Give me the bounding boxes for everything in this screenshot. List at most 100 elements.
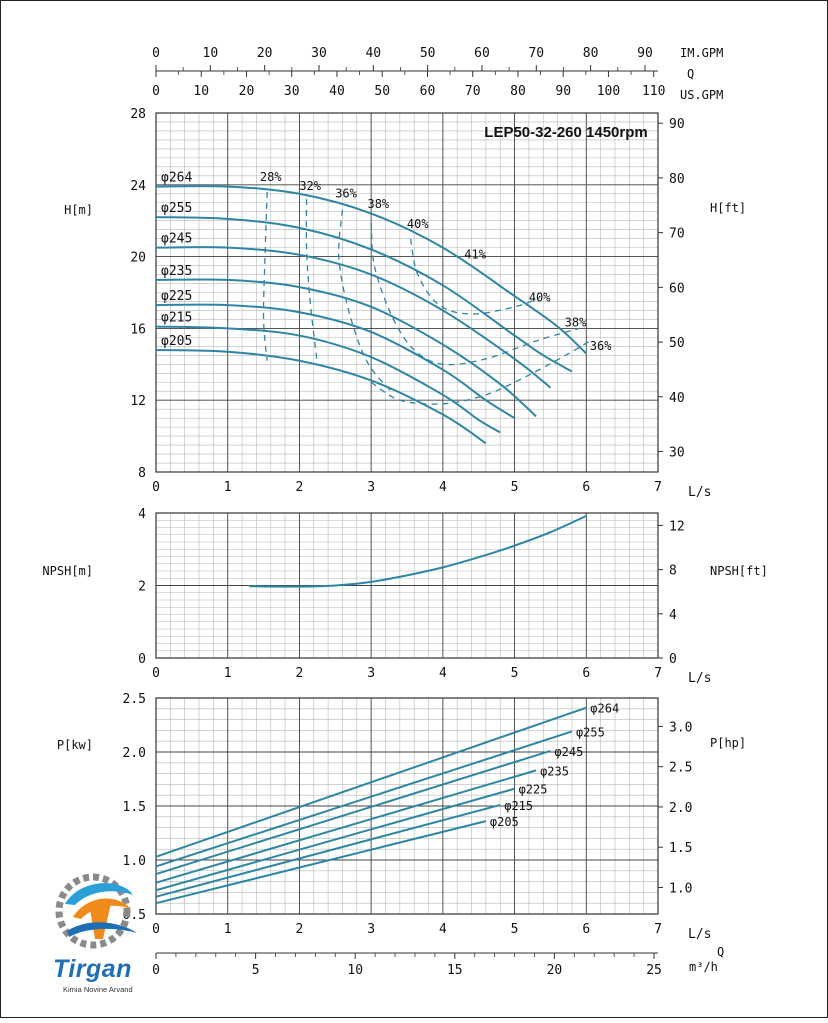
x-tick-label: 5 — [511, 480, 519, 495]
im-gpm-tick-label: 10 — [203, 46, 219, 61]
y-right-tick-label: 80 — [669, 172, 685, 187]
x-tick-label: 7 — [654, 922, 662, 937]
efficiency-line — [370, 340, 591, 405]
us-gpm-tick-label: 20 — [239, 84, 255, 99]
us-gpm-tick-label: 50 — [374, 84, 390, 99]
q-label: Q — [687, 67, 694, 81]
m3h-tick-label: 5 — [252, 963, 260, 978]
panel-frame — [155, 112, 659, 473]
impeller-label: φ225 — [519, 783, 548, 797]
y-tick-label: 2.5 — [123, 692, 146, 707]
m3h-tick-label: 0 — [152, 963, 160, 978]
logo-subtitle: Kimia Novine Arvand — [63, 985, 133, 994]
x-tick-label: 5 — [511, 666, 519, 681]
y-right-tick-label: 4 — [669, 608, 677, 623]
impeller-label: φ255 — [161, 201, 192, 216]
impeller-label: φ205 — [490, 815, 519, 829]
x-tick-label: 7 — [654, 666, 662, 681]
y-right-tick-label: 70 — [669, 227, 685, 242]
head-curve — [155, 216, 573, 373]
y-tick-label: 8 — [138, 466, 146, 481]
y-right-tick-label: 60 — [669, 281, 685, 296]
m3h-tick-label: 25 — [646, 963, 662, 978]
impeller-label: φ235 — [540, 764, 569, 778]
x-tick-label: 1 — [224, 922, 232, 937]
impeller-label: φ235 — [161, 264, 192, 279]
y-axis-label: P[kw] — [57, 738, 93, 752]
x-tick-label: 2 — [296, 922, 304, 937]
im-gpm-tick-label: 20 — [257, 46, 273, 61]
x-tick-label: 6 — [582, 922, 590, 937]
efficiency-label: 36% — [590, 339, 612, 353]
y-tick-label: 20 — [130, 251, 146, 266]
us-gpm-tick-label: 80 — [510, 84, 526, 99]
efficiency-label: 36% — [335, 186, 357, 200]
impeller-label: φ215 — [504, 799, 533, 813]
impeller-label: φ245 — [554, 745, 583, 759]
y-tick-label: 0 — [138, 652, 146, 667]
efficiency-line — [305, 199, 319, 365]
efficiency-line — [262, 191, 268, 361]
x-tick-label: 0 — [152, 480, 160, 495]
y-right-tick-label: 1.5 — [669, 841, 692, 856]
us-gpm-tick-label: 40 — [329, 84, 345, 99]
x-axis-label: L/s — [688, 485, 711, 500]
y-right-axis-label: P[hp] — [710, 736, 746, 750]
impeller-label: φ215 — [161, 311, 192, 326]
y-right-tick-label: 0 — [669, 652, 677, 667]
x-axis-label: L/s — [688, 927, 711, 942]
y-right-axis-label: H[ft] — [710, 201, 746, 215]
impeller-label: φ225 — [161, 289, 192, 304]
q-label: Q — [717, 945, 724, 959]
x-tick-label: 2 — [296, 666, 304, 681]
impeller-label: φ205 — [161, 334, 192, 349]
efficiency-label: 41% — [464, 247, 486, 261]
us-gpm-tick-label: 110 — [642, 84, 665, 99]
y-right-tick-label: 8 — [669, 564, 677, 579]
us-gpm-tick-label: 70 — [465, 84, 481, 99]
y-right-tick-label: 30 — [669, 445, 685, 460]
us-gpm-unit: US.GPM — [680, 88, 723, 102]
us-gpm-tick-label: 30 — [284, 84, 300, 99]
power-curve — [155, 769, 537, 884]
us-gpm-tick-label: 0 — [152, 84, 160, 99]
power-curve — [155, 787, 515, 892]
power-curve — [155, 820, 487, 905]
x-tick-label: 7 — [654, 480, 662, 495]
m3h-tick-label: 10 — [347, 963, 363, 978]
efficiency-line — [409, 238, 540, 315]
x-tick-label: 0 — [152, 666, 160, 681]
x-tick-label: 4 — [439, 922, 447, 937]
x-tick-label: 1 — [224, 480, 232, 495]
head-curve — [155, 278, 537, 418]
y-tick-label: 1.5 — [123, 800, 146, 815]
impeller-label: φ245 — [161, 232, 192, 247]
y-tick-label: 16 — [130, 322, 146, 337]
x-tick-label: 4 — [439, 480, 447, 495]
head-curve — [155, 185, 587, 355]
y-tick-label: 12 — [130, 394, 146, 409]
us-gpm-tick-label: 100 — [597, 84, 620, 99]
npsh-curve — [249, 514, 587, 588]
m3h-unit: m³/h — [689, 960, 718, 974]
y-right-tick-label: 2.0 — [669, 801, 692, 816]
y-tick-label: 24 — [130, 179, 146, 194]
us-gpm-tick-label: 60 — [420, 84, 436, 99]
y-right-tick-label: 3.0 — [669, 720, 692, 735]
im-gpm-tick-label: 50 — [420, 46, 436, 61]
y-right-tick-label: 1.0 — [669, 881, 692, 896]
im-gpm-unit: IM.GPM — [680, 46, 723, 60]
impeller-label: φ264 — [590, 702, 619, 716]
x-tick-label: 2 — [296, 480, 304, 495]
y-right-tick-label: 40 — [669, 391, 685, 406]
power-curve — [155, 749, 551, 875]
y-tick-label: 2.0 — [123, 746, 146, 761]
y-right-tick-label: 2.5 — [669, 761, 692, 776]
x-tick-label: 5 — [511, 922, 519, 937]
impeller-label: φ264 — [161, 171, 192, 186]
us-gpm-tick-label: 10 — [193, 84, 209, 99]
m3h-tick-label: 15 — [447, 963, 463, 978]
x-tick-label: 3 — [367, 480, 375, 495]
efficiency-label: 28% — [260, 170, 282, 184]
